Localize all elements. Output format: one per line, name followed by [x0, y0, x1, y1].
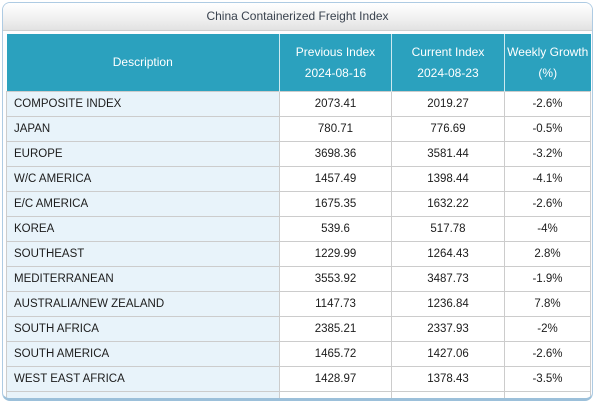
table-row: JAPAN 780.71 776.69 -0.5%	[6, 116, 591, 142]
cell-weekly-growth: -2.6%	[504, 191, 591, 217]
col-header-current-index: Current Index 2024-08-23	[391, 34, 505, 92]
cell-weekly-growth: -1.9%	[504, 266, 591, 292]
cell-previous-index: 1457.49	[279, 166, 392, 192]
cell-description: JAPAN	[6, 116, 280, 142]
cell-weekly-growth: -4%	[504, 216, 591, 242]
cell-previous-index: 1675.35	[279, 191, 392, 217]
cell-previous-index: 1147.73	[279, 291, 392, 317]
cell-current-index: 1264.43	[391, 241, 505, 267]
cell-weekly-growth: -4.1%	[504, 166, 591, 192]
cell-description: E/C AMERICA	[6, 191, 280, 217]
col-header-current-label: Current Index	[411, 45, 485, 60]
col-header-growth-label: Weekly Growth	[507, 45, 589, 60]
cell-description: MEDITERRANEAN	[6, 266, 280, 292]
cell-previous-index: 539.6	[279, 216, 392, 242]
ccfi-table: Description Previous Index 2024-08-16 Cu…	[6, 34, 591, 398]
table-row: SOUTH AFRICA 2385.21 2337.93 -2%	[6, 316, 591, 342]
cell-current-index: 3487.73	[391, 266, 505, 292]
cell-description: SOUTH AFRICA	[6, 316, 280, 342]
cell-current-index: 2019.27	[391, 91, 505, 117]
cell-previous-index: 1229.99	[279, 241, 392, 267]
table-row: W/C AMERICA 1457.49 1398.44 -4.1%	[6, 166, 591, 192]
cell-description: SOUTHEAST	[6, 241, 280, 267]
cell-previous-index: 3698.36	[279, 141, 392, 167]
col-header-description: Description	[6, 34, 280, 92]
cell-current-index: 3581.44	[391, 141, 505, 167]
table-row: AUSTRALIA/NEW ZEALAND 1147.73 1236.84 7.8%	[6, 291, 591, 317]
cell-description: PERSIAN GULF/RED SEA	[6, 391, 280, 398]
cell-weekly-growth: -2.6%	[504, 91, 591, 117]
table-row: E/C AMERICA 1675.35 1632.22 -2.6%	[6, 191, 591, 217]
cell-previous-index: 1998.4	[279, 391, 392, 398]
col-header-growth-unit: (%)	[538, 65, 558, 80]
table-row: SOUTHEAST 1229.99 1264.43 2.8%	[6, 241, 591, 267]
col-header-previous-date: 2024-08-16	[304, 65, 367, 80]
cell-current-index: 1427.06	[391, 341, 505, 367]
table-row: PERSIAN GULF/RED SEA1998.41875.53-6.1%	[6, 391, 591, 398]
table-row: MEDITERRANEAN 3553.92 3487.73 -1.9%	[6, 266, 591, 292]
table-header-row: Description Previous Index 2024-08-16 Cu…	[6, 34, 591, 92]
cell-description: SOUTH AMERICA	[6, 341, 280, 367]
cell-previous-index: 780.71	[279, 116, 392, 142]
table-row: KOREA 539.6 517.78 -4%	[6, 216, 591, 242]
table-row: WEST EAST AFRICA 1428.97 1378.43 -3.5%	[6, 366, 591, 392]
cell-description: AUSTRALIA/NEW ZEALAND	[6, 291, 280, 317]
cell-weekly-growth: -2.6%	[504, 341, 591, 367]
col-header-previous-label: Previous Index	[295, 45, 376, 60]
cell-description: EUROPE	[6, 141, 280, 167]
cell-weekly-growth: -2%	[504, 316, 591, 342]
cell-description: COMPOSITE INDEX	[6, 91, 280, 117]
cell-weekly-growth: -3.2%	[504, 141, 591, 167]
table-row: EUROPE 3698.36 3581.44 -3.2%	[6, 141, 591, 167]
cell-previous-index: 3553.92	[279, 266, 392, 292]
cell-weekly-growth: -6.1%	[504, 391, 591, 398]
cell-current-index: 1398.44	[391, 166, 505, 192]
panel-title-bar: China Containerized Freight Index	[3, 3, 592, 31]
cell-weekly-growth: 2.8%	[504, 241, 591, 267]
cell-previous-index: 1465.72	[279, 341, 392, 367]
cell-current-index: 1875.53	[391, 391, 505, 398]
cell-previous-index: 2073.41	[279, 91, 392, 117]
cell-weekly-growth: -3.5%	[504, 366, 591, 392]
table-row: COMPOSITE INDEX 2073.41 2019.27 -2.6%	[6, 91, 591, 117]
cell-current-index: 1236.84	[391, 291, 505, 317]
cell-previous-index: 2385.21	[279, 316, 392, 342]
col-header-description-label: Description	[112, 55, 173, 70]
cell-description: W/C AMERICA	[6, 166, 280, 192]
panel-title: China Containerized Freight Index	[206, 9, 389, 23]
cell-description: KOREA	[6, 216, 280, 242]
cell-weekly-growth: -0.5%	[504, 116, 591, 142]
table-row: SOUTH AMERICA 1465.72 1427.06 -2.6%	[6, 341, 591, 367]
cell-description: WEST EAST AFRICA	[6, 366, 280, 392]
col-header-previous-index: Previous Index 2024-08-16	[279, 34, 392, 92]
cell-weekly-growth: 7.8%	[504, 291, 591, 317]
cell-current-index: 776.69	[391, 116, 505, 142]
cell-current-index: 1378.43	[391, 366, 505, 392]
cell-previous-index: 1428.97	[279, 366, 392, 392]
col-header-weekly-growth: Weekly Growth (%)	[504, 34, 591, 92]
cell-current-index: 2337.93	[391, 316, 505, 342]
col-header-current-date: 2024-08-23	[417, 65, 479, 80]
cell-current-index: 517.78	[391, 216, 505, 242]
cell-current-index: 1632.22	[391, 191, 505, 217]
ccfi-panel: China Containerized Freight Index Descri…	[2, 2, 593, 401]
